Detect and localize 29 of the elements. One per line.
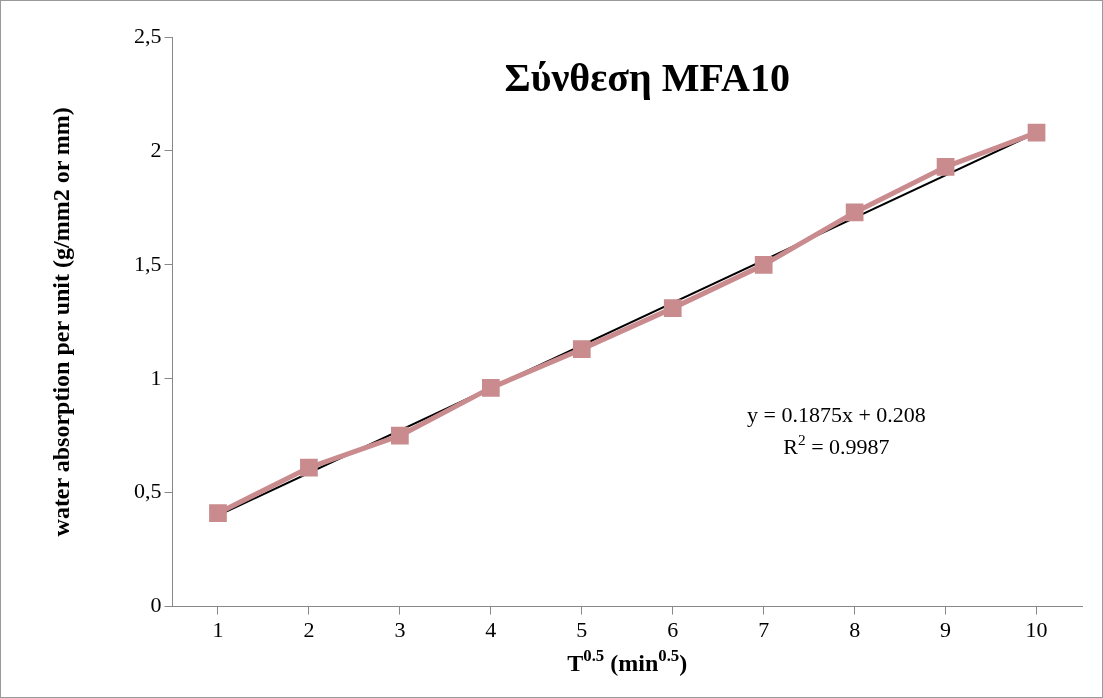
x-tick-label: 3 (394, 616, 406, 642)
point (572, 340, 591, 359)
point (300, 458, 318, 477)
x-tick-label: 7 (758, 616, 770, 642)
point (481, 379, 500, 397)
x-tick-label: 2 (303, 616, 315, 642)
x-tick-label: 5 (576, 616, 588, 642)
point (754, 255, 773, 274)
point (391, 426, 409, 445)
y-tick-label: 0,5 (134, 478, 162, 504)
x-tick-label: 1 (212, 616, 224, 642)
x-tick-label: 10 (1025, 616, 1048, 642)
x-tick-label: 4 (485, 616, 497, 642)
x-tick-label: 6 (667, 616, 679, 642)
y-tick-label: 1 (150, 364, 162, 390)
y-tick-label: 0 (150, 592, 162, 618)
x-tick-label: 9 (940, 616, 952, 642)
point (1027, 123, 1046, 142)
y-tick-label: 1,5 (134, 250, 162, 276)
y-axis-title: water absorption per unit (g/mm2 or mm) (48, 107, 74, 537)
point (209, 504, 227, 523)
y-tick-label: 2 (150, 136, 162, 162)
point (936, 158, 955, 176)
point (663, 299, 682, 317)
y-tick-label: 2,5 (134, 22, 162, 48)
text: Σύνθεση MFA10 (504, 55, 790, 100)
x-tick-label: 8 (849, 616, 861, 642)
point (845, 203, 864, 222)
annotation: y = 0.1875x + 0.208 (747, 402, 926, 427)
